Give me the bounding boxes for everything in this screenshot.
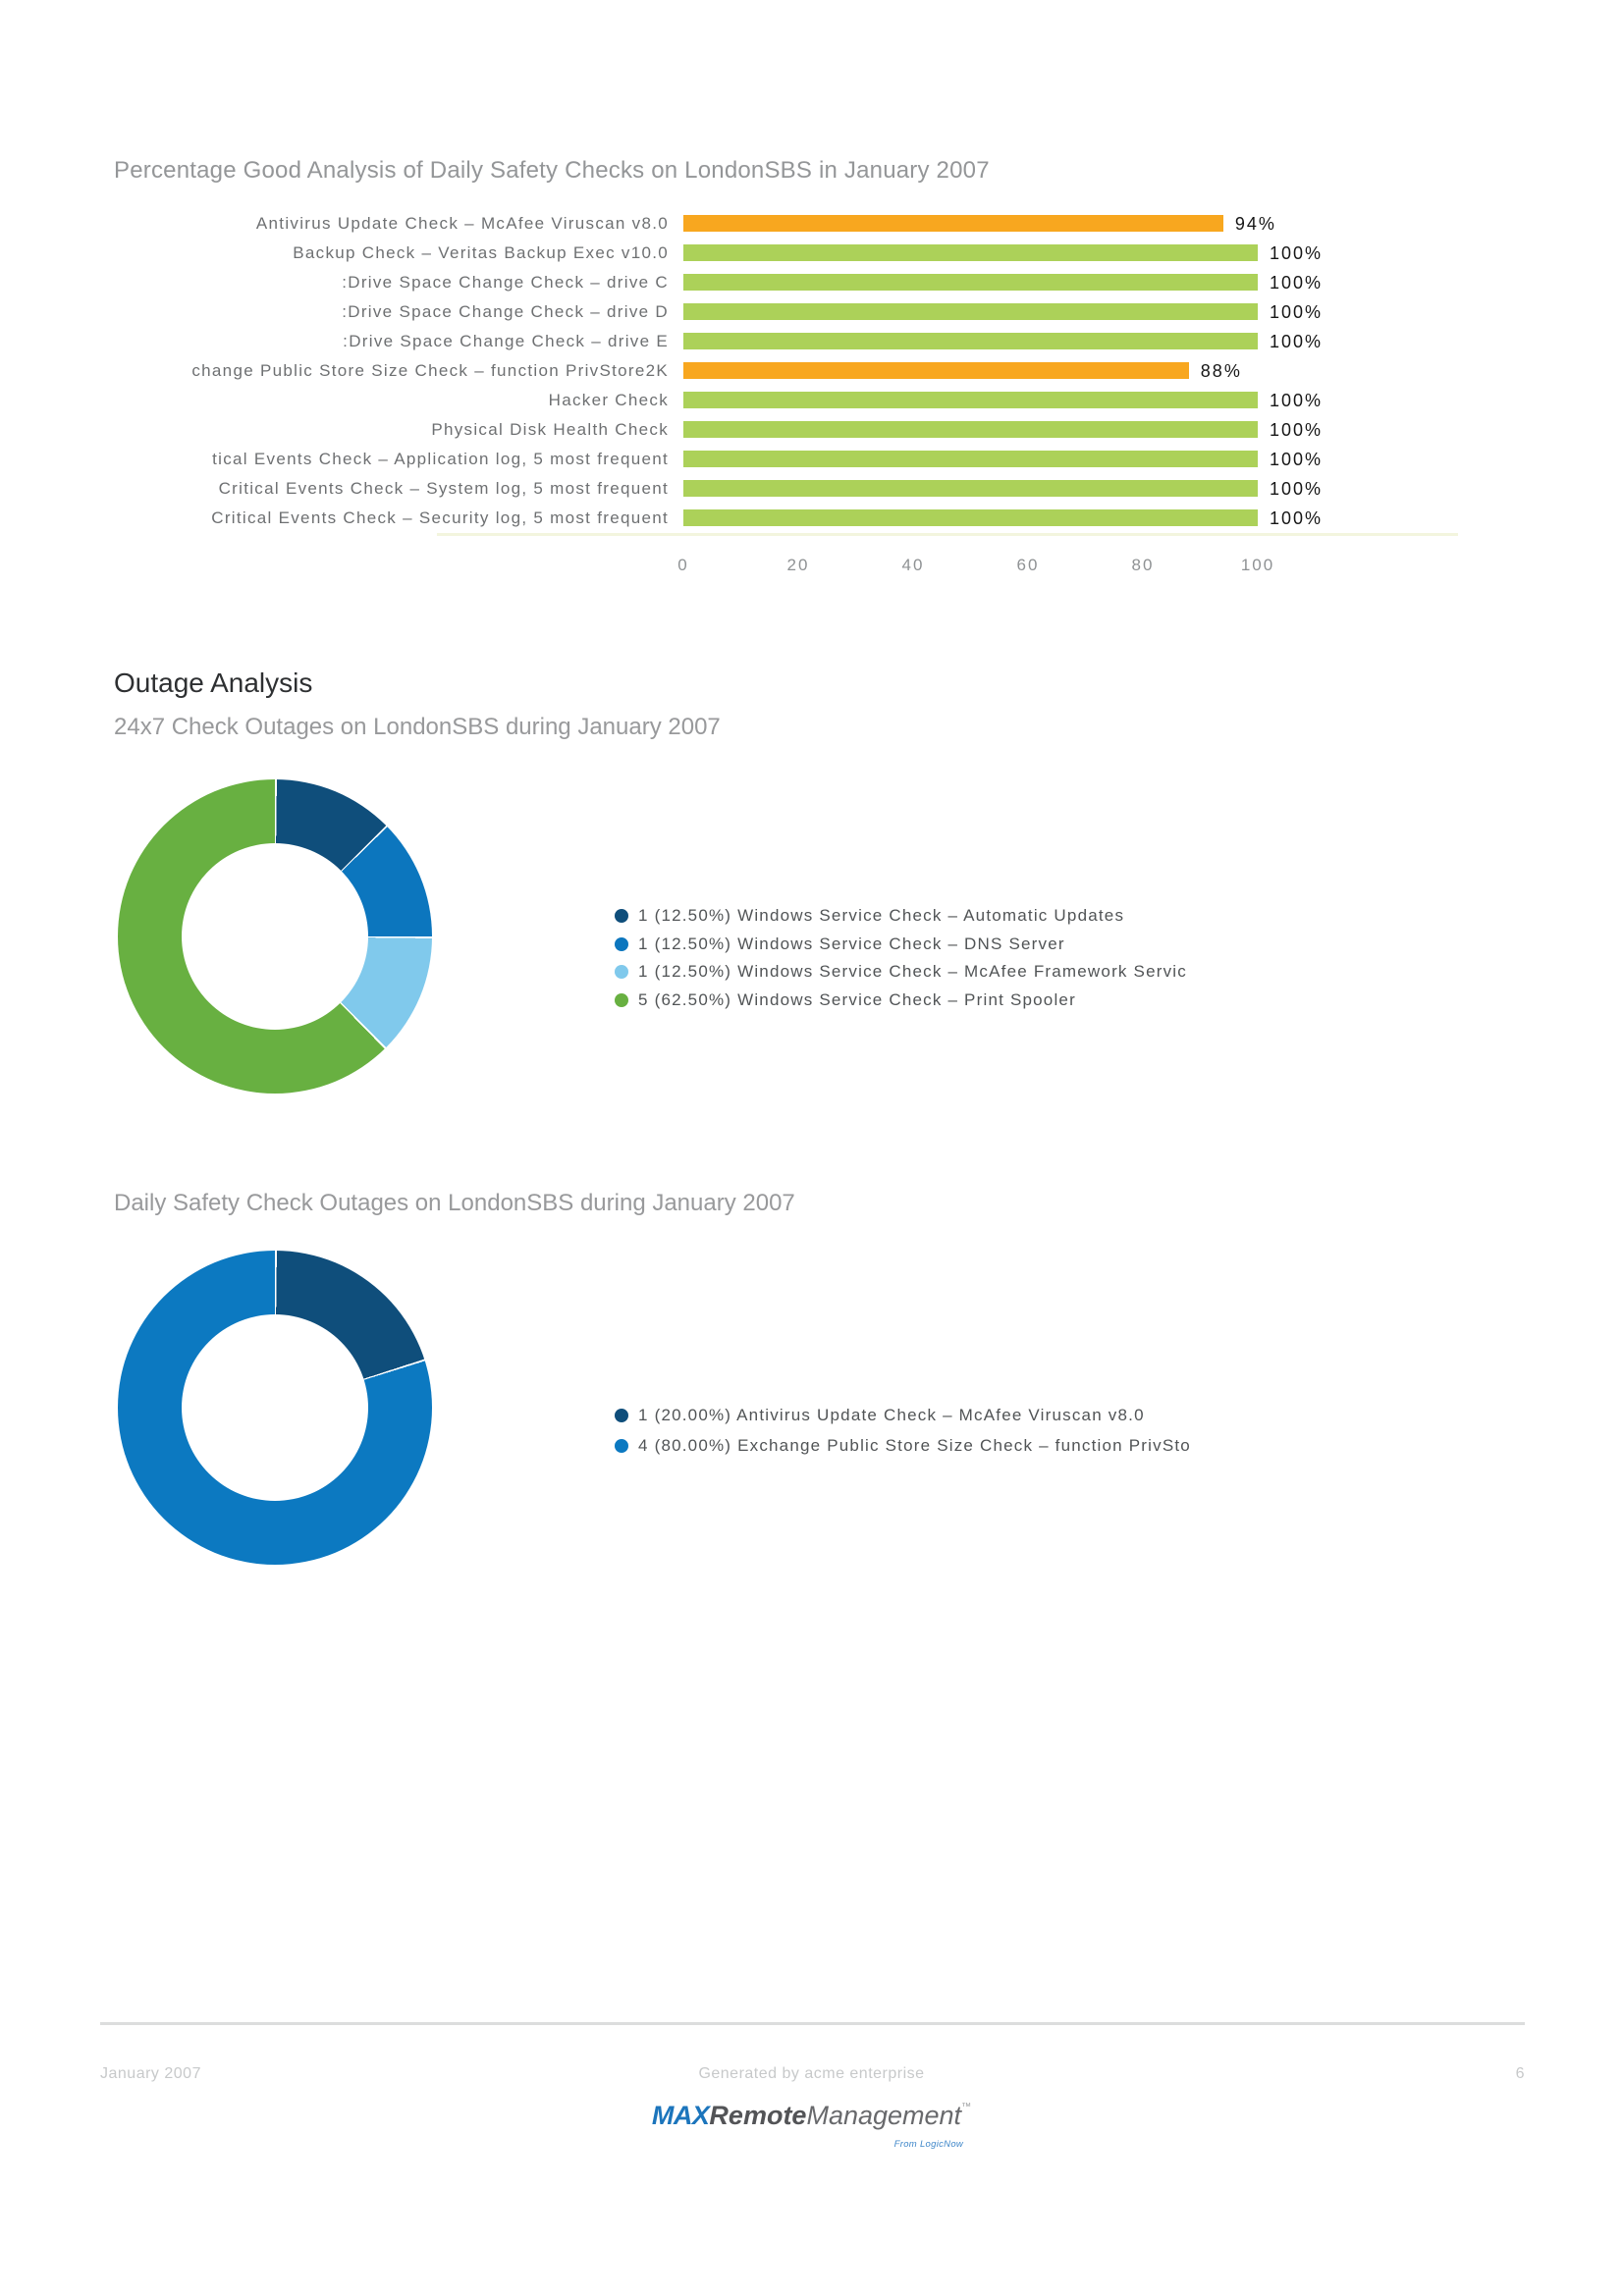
outage-analysis-heading: Outage Analysis — [114, 667, 313, 698]
bar-value-label: 100% — [1270, 332, 1324, 351]
donut1-title: 24x7 Check Outages on LondonSBS during J… — [114, 714, 721, 740]
donut-hole — [182, 843, 368, 1030]
bar — [683, 421, 1258, 438]
bar-category-label: Backup Check – Veritas Backup Exec v10.0 — [293, 243, 669, 262]
logo-management-text: Management — [806, 2101, 962, 2130]
trademark-symbol: ™ — [961, 2102, 972, 2112]
legend-swatch — [615, 1438, 628, 1453]
bar-chart: Antivirus Update Check – McAfee Viruscan… — [98, 209, 1525, 533]
legend-label: 1 (20.00%) Antivirus Update Check – McAf… — [638, 1405, 1145, 1424]
legend-swatch — [615, 909, 628, 924]
bar-value-label: 100% — [1270, 302, 1324, 322]
bar-row: Antivirus Update Check – McAfee Viruscan… — [98, 209, 1525, 239]
bar-value-label: 100% — [1270, 508, 1324, 528]
donut-chart-daily — [118, 1251, 432, 1565]
bar-value-label: 100% — [1270, 479, 1324, 499]
bar — [683, 509, 1258, 526]
donut-hole — [182, 1314, 368, 1501]
legend-swatch — [615, 992, 628, 1007]
bar — [683, 362, 1189, 379]
x-axis-tick-label: 80 — [1131, 556, 1155, 574]
bar — [683, 303, 1258, 320]
logo-max-text: MAX — [651, 2101, 710, 2130]
donut-chart-24x7 — [118, 779, 432, 1094]
bar-row: Critical Events Check – System log, 5 mo… — [98, 474, 1525, 504]
bar-value-label: 94% — [1234, 214, 1276, 234]
bar-category-label: Physical Disk Health Check — [431, 420, 669, 439]
legend-item: 1 (12.50%) Windows Service Check – McAfe… — [615, 958, 1420, 987]
bar-row: tical Events Check – Application log, 5 … — [98, 445, 1525, 474]
donut2-title: Daily Safety Check Outages on LondonSBS … — [114, 1190, 795, 1216]
x-axis-tick-label: 100 — [1240, 556, 1275, 574]
footer-divider — [100, 2022, 1525, 2025]
legend-swatch — [615, 965, 628, 980]
bar-category-label: Drive Space Change Check – drive E: — [343, 332, 669, 350]
bar-category-label: Critical Events Check – Security log, 5 … — [211, 508, 669, 527]
footer-generated-by: Generated by acme enterprise — [698, 2065, 925, 2082]
legend-item: 4 (80.00%) Exchange Public Store Size Ch… — [615, 1430, 1420, 1461]
donut2-legend: 1 (20.00%) Antivirus Update Check – McAf… — [615, 1400, 1420, 1461]
legend-item: 1 (20.00%) Antivirus Update Check – McAf… — [615, 1400, 1420, 1430]
bar-row: Backup Check – Veritas Backup Exec v10.0… — [98, 239, 1525, 268]
legend-item: 5 (62.50%) Windows Service Check – Print… — [615, 987, 1420, 1015]
bar-value-label: 100% — [1270, 391, 1324, 410]
legend-label: 1 (12.50%) Windows Service Check – Autom… — [638, 906, 1125, 926]
bar-category-label: Hacker Check — [548, 391, 669, 409]
bar — [683, 274, 1258, 291]
footer-page-number: 6 — [1515, 2065, 1525, 2082]
bar-value-label: 100% — [1270, 273, 1324, 293]
bar — [683, 451, 1258, 467]
bar — [683, 333, 1258, 349]
x-axis-line — [437, 533, 1458, 536]
bar-category-label: Antivirus Update Check – McAfee Viruscan… — [255, 214, 669, 233]
legend-item: 1 (12.50%) Windows Service Check – DNS S… — [615, 931, 1420, 959]
bar-value-label: 100% — [1270, 450, 1324, 469]
max-remote-management-logo: MAXRemoteManagement™ From LogicNow — [651, 2101, 972, 2150]
x-axis: 0 20 40 60 80 100 — [98, 556, 1525, 579]
bar-value-label: 100% — [1270, 420, 1324, 440]
bar-row: Drive Space Change Check – drive D: 100% — [98, 297, 1525, 327]
bar-category-label: Drive Space Change Check – drive D: — [342, 302, 669, 321]
legend-item: 1 (12.50%) Windows Service Check – Autom… — [615, 902, 1420, 931]
bar — [683, 244, 1258, 261]
bar-value-label: 88% — [1200, 361, 1242, 381]
bar-row: Drive Space Change Check – drive C: 100% — [98, 268, 1525, 297]
legend-label: 5 (62.50%) Windows Service Check – Print… — [638, 989, 1076, 1009]
bar — [683, 392, 1258, 408]
donut1-legend: 1 (12.50%) Windows Service Check – Autom… — [615, 902, 1420, 1014]
legend-swatch — [615, 1408, 628, 1422]
bar-category-label: tical Events Check – Application log, 5 … — [212, 450, 669, 468]
legend-label: 1 (12.50%) Windows Service Check – DNS S… — [638, 934, 1065, 953]
legend-label: 1 (12.50%) Windows Service Check – McAfe… — [638, 962, 1187, 982]
x-axis-tick-label: 60 — [1016, 556, 1040, 574]
bar-chart-title: Percentage Good Analysis of Daily Safety… — [114, 157, 990, 184]
bar — [683, 480, 1258, 497]
bar-category-label: change Public Store Size Check – functio… — [191, 361, 669, 380]
logo-tagline: From LogicNow — [893, 2139, 964, 2150]
legend-swatch — [615, 936, 628, 951]
bar-row: Drive Space Change Check – drive E: 100% — [98, 327, 1525, 356]
x-axis-tick-label: 0 — [677, 556, 689, 574]
bar — [683, 215, 1223, 232]
legend-label: 4 (80.00%) Exchange Public Store Size Ch… — [638, 1435, 1191, 1455]
footer-date: January 2007 — [100, 2065, 201, 2082]
bar-row: Critical Events Check – Security log, 5 … — [98, 504, 1525, 533]
x-axis-tick-label: 20 — [786, 556, 810, 574]
x-axis-tick-label: 40 — [901, 556, 925, 574]
bar-row: Hacker Check 100% — [98, 386, 1525, 415]
bar-value-label: 100% — [1270, 243, 1324, 263]
bar-row: change Public Store Size Check – functio… — [98, 356, 1525, 386]
bar-row: Physical Disk Health Check 100% — [98, 415, 1525, 445]
bar-category-label: Critical Events Check – System log, 5 mo… — [218, 479, 669, 498]
bar-category-label: Drive Space Change Check – drive C: — [342, 273, 669, 292]
logo-remote-text: Remote — [709, 2101, 807, 2130]
